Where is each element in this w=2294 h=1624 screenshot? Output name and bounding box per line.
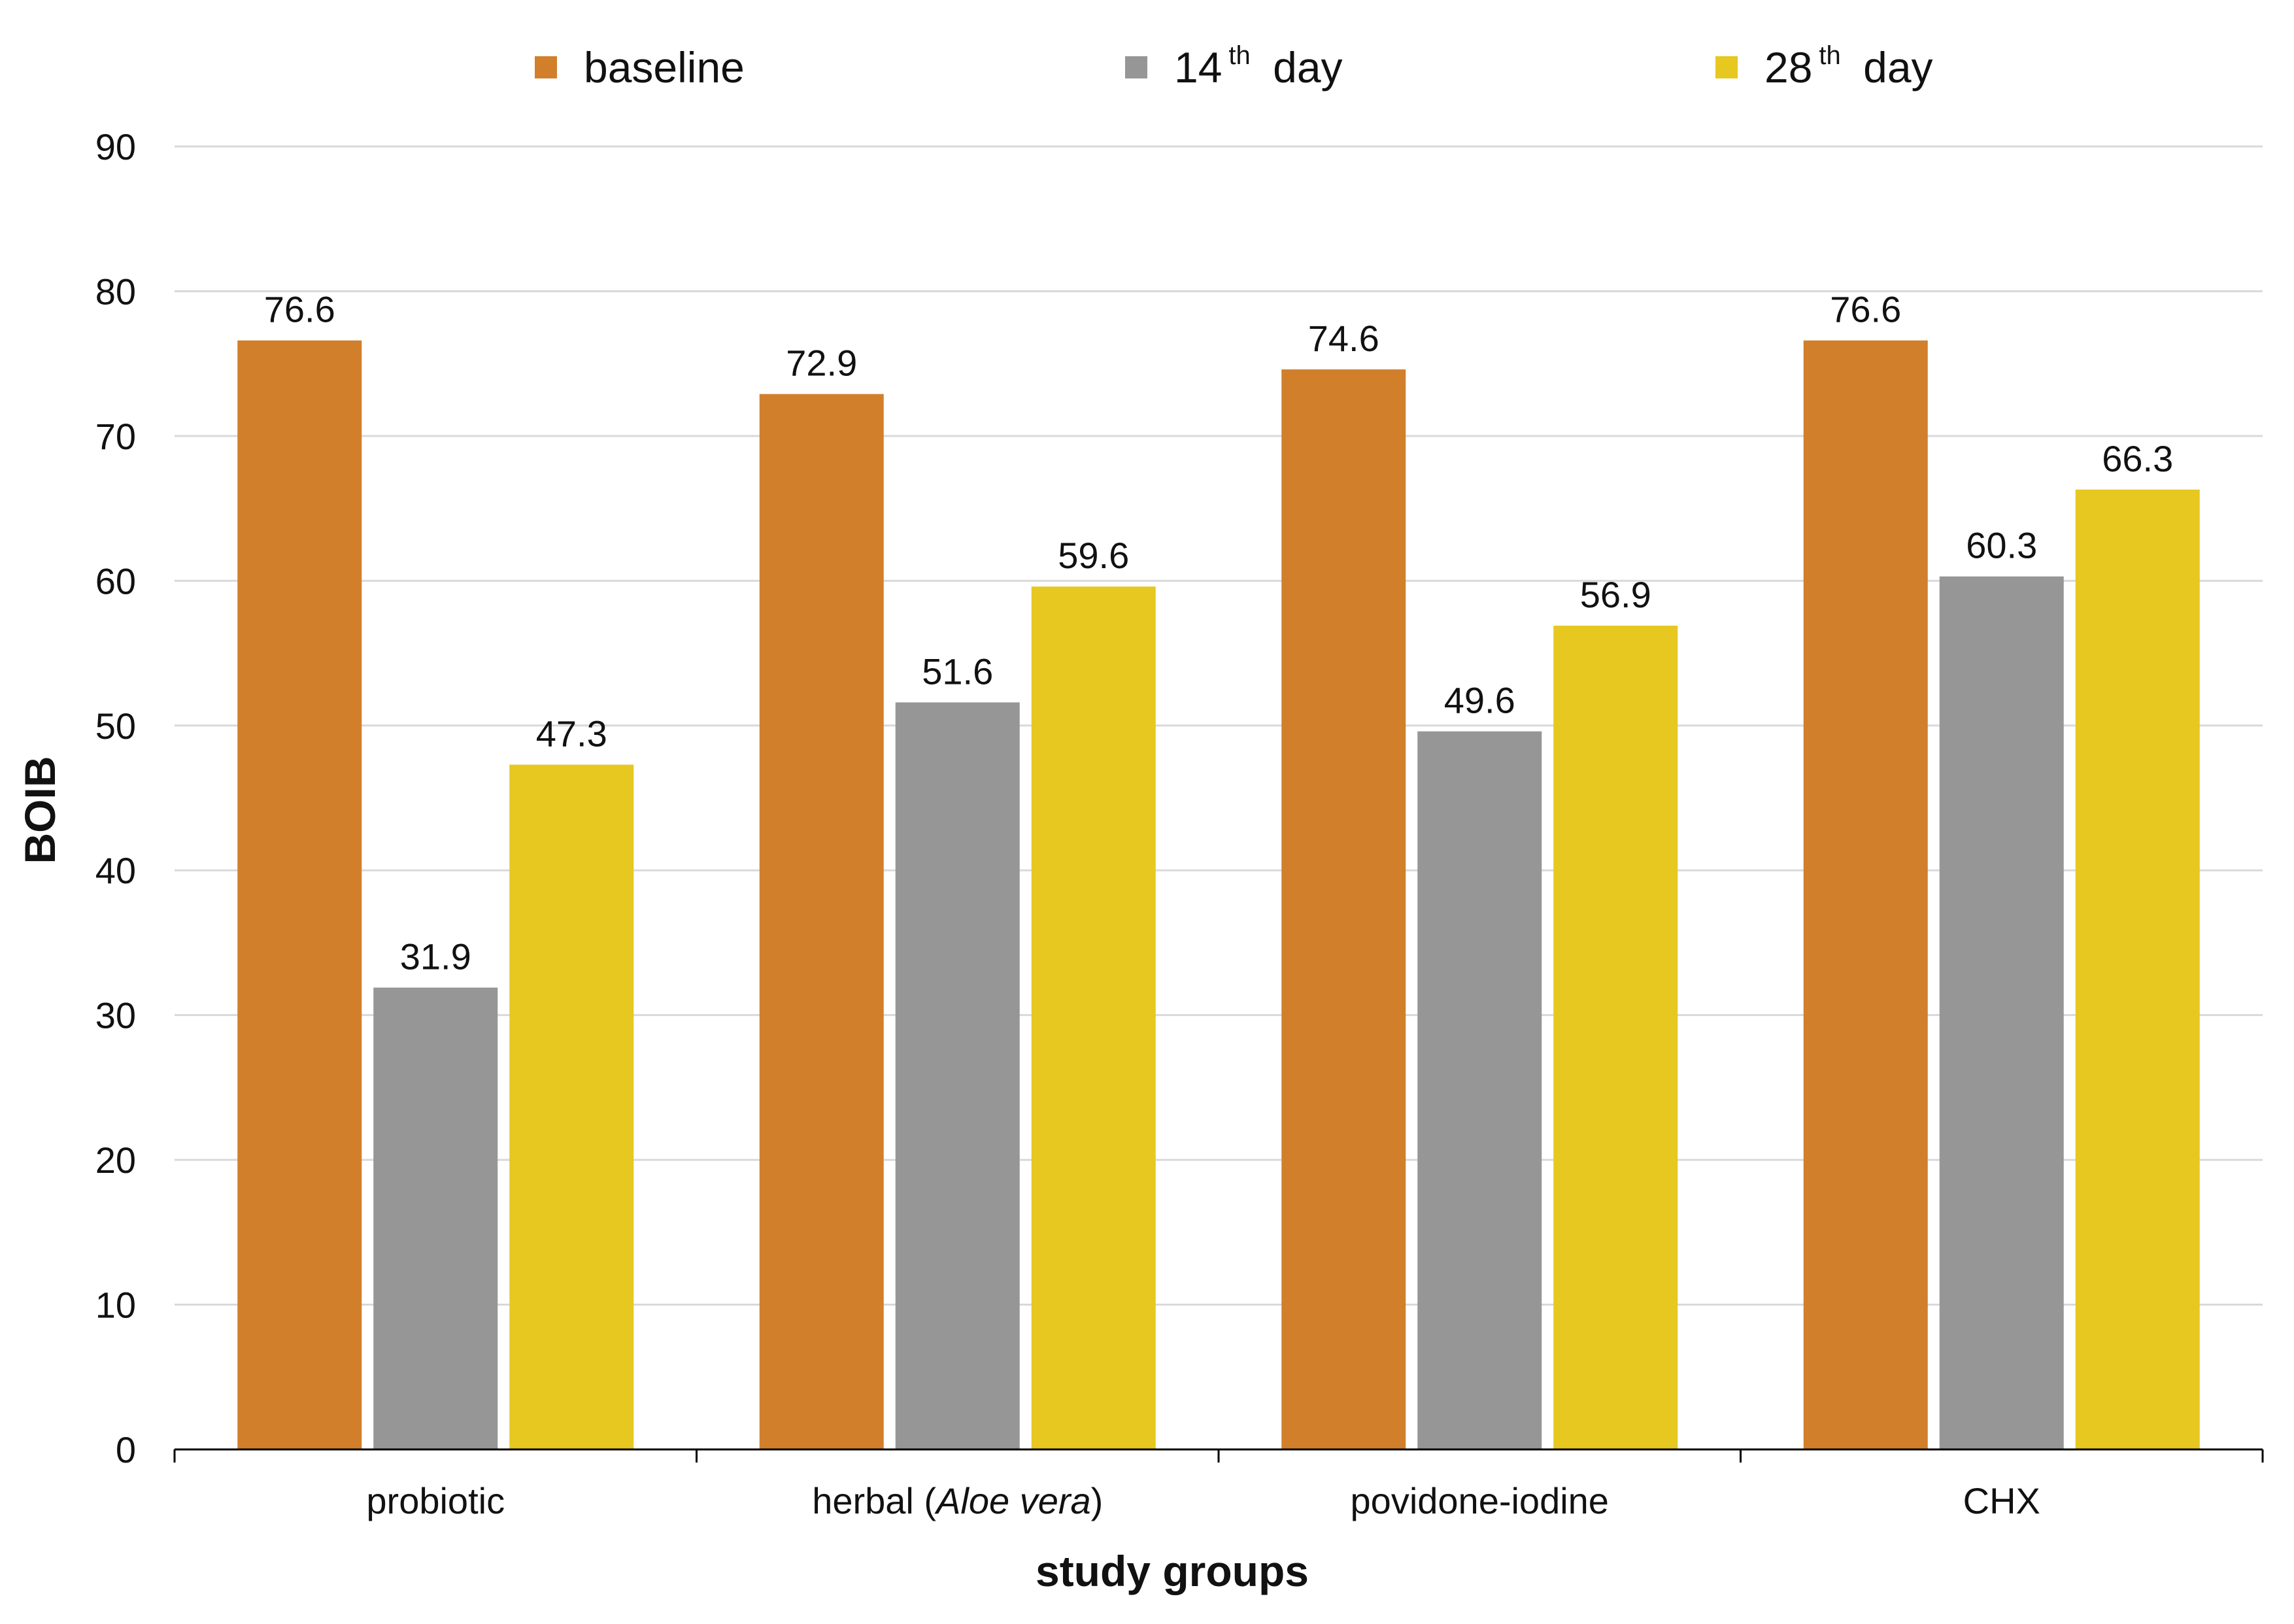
data-label: 56.9 bbox=[1580, 574, 1651, 615]
data-label: 47.3 bbox=[536, 713, 607, 754]
bar-28th-day bbox=[2075, 489, 2200, 1450]
y-tick-label: 50 bbox=[95, 705, 136, 747]
data-labels: 76.6 72.9 74.6 76.6 31.9 51.6 49.6 60.3 47.3 59.6… bbox=[264, 289, 2174, 977]
data-label: 76.6 bbox=[264, 289, 335, 330]
x-category-label: probiotic bbox=[366, 1480, 505, 1521]
legend-label: baseline bbox=[584, 43, 745, 92]
y-tick-label: 30 bbox=[95, 995, 136, 1036]
data-label: 66.3 bbox=[2102, 438, 2173, 479]
y-tick-label: 20 bbox=[95, 1140, 136, 1181]
data-label: 72.9 bbox=[786, 343, 857, 384]
bar-14th-day bbox=[895, 702, 1020, 1449]
bar-baseline bbox=[1281, 369, 1406, 1449]
bar-baseline bbox=[237, 340, 362, 1449]
data-label: 51.6 bbox=[922, 651, 993, 692]
data-label: 60.3 bbox=[1966, 525, 2037, 566]
data-label: 59.6 bbox=[1058, 535, 1129, 576]
axes: 0 10 20 30 40 50 60 70 80 90 probiotic herbal (Aloe… bbox=[95, 126, 2264, 1521]
bar-14th-day bbox=[1939, 576, 2064, 1450]
y-tick-label: 80 bbox=[95, 271, 136, 312]
bar-28th-day bbox=[1031, 586, 1156, 1449]
bar-28th-day bbox=[1553, 625, 1678, 1449]
x-category-label: CHX bbox=[1963, 1480, 2040, 1521]
y-tick-label: 60 bbox=[95, 560, 136, 601]
y-tick-label: 10 bbox=[95, 1285, 136, 1326]
bar-baseline bbox=[1803, 340, 1928, 1449]
bar-14th-day bbox=[373, 987, 498, 1449]
legend-swatch bbox=[1715, 56, 1738, 78]
data-label: 49.6 bbox=[1444, 680, 1515, 721]
x-axis-title: study groups bbox=[1036, 1547, 1309, 1595]
bar-baseline bbox=[759, 394, 884, 1450]
bar-28th-day bbox=[509, 764, 634, 1449]
data-label: 74.6 bbox=[1308, 318, 1379, 359]
data-label: 31.9 bbox=[400, 936, 471, 977]
y-tick-label: 70 bbox=[95, 416, 136, 457]
y-tick-label: 0 bbox=[116, 1429, 136, 1470]
legend-swatch bbox=[535, 56, 557, 78]
data-label: 76.6 bbox=[1830, 289, 1901, 330]
x-category-label: herbal (Aloe vera) bbox=[812, 1480, 1103, 1521]
y-axis-title: BOIB bbox=[16, 756, 64, 864]
bars bbox=[237, 340, 2200, 1450]
legend-swatch bbox=[1125, 56, 1147, 78]
bar-14th-day bbox=[1417, 731, 1542, 1449]
x-category-label: povidone-iodine bbox=[1351, 1480, 1609, 1521]
y-tick-label: 40 bbox=[95, 850, 136, 891]
y-tick-label: 90 bbox=[95, 126, 136, 167]
